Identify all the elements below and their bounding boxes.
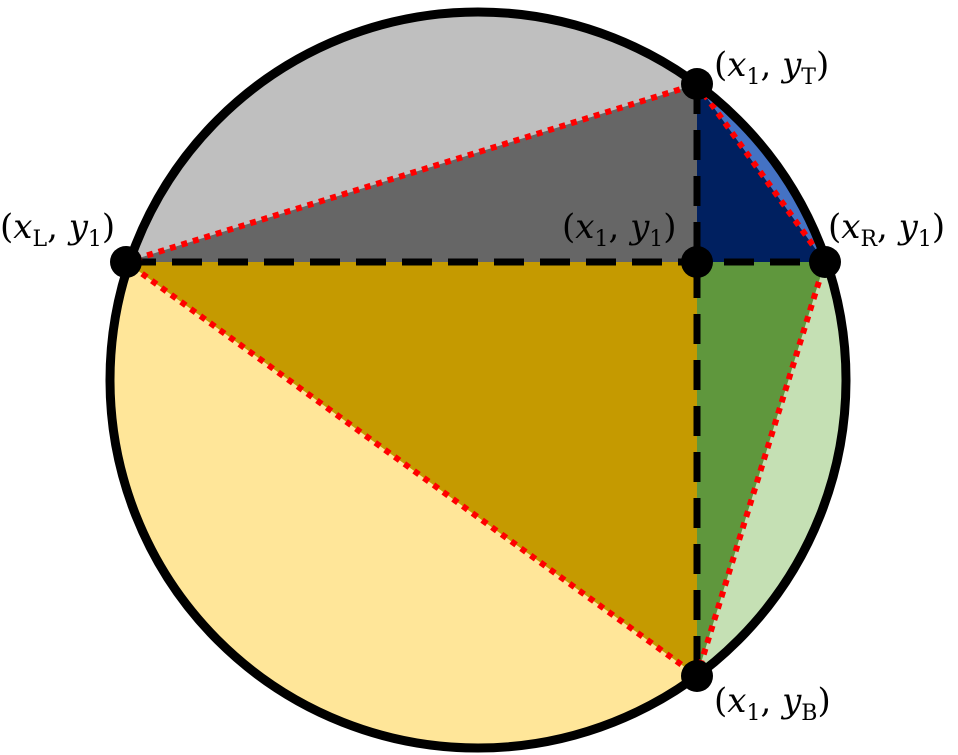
point-bottom (681, 660, 713, 692)
label-left: (xL, y1) (0, 207, 115, 252)
point-right (809, 246, 841, 278)
label-center: (x1, y1) (562, 207, 677, 252)
label-bottom: (x1, yB) (714, 681, 831, 726)
point-center (681, 246, 713, 278)
point-top (681, 68, 713, 100)
label-top: (x1, yT) (714, 45, 829, 90)
bottom-left-segment (110, 262, 697, 748)
point-left (110, 246, 142, 278)
label-right: (xR, y1) (828, 207, 945, 252)
circle-outline (105, 7, 851, 753)
